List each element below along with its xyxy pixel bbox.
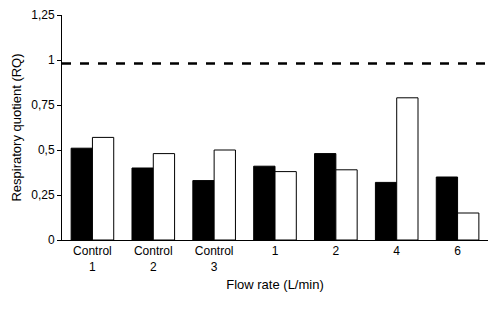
svg-text:Control2: Control2 xyxy=(134,244,173,274)
svg-text:1: 1 xyxy=(48,53,55,67)
svg-text:0: 0 xyxy=(48,233,55,247)
svg-text:1: 1 xyxy=(272,244,279,258)
svg-text:Control1: Control1 xyxy=(73,244,112,274)
svg-text:4: 4 xyxy=(393,244,400,258)
svg-text:0,25: 0,25 xyxy=(31,188,55,202)
svg-text:Control3: Control3 xyxy=(195,244,234,274)
svg-text:0,5: 0,5 xyxy=(38,143,55,157)
svg-text:6: 6 xyxy=(454,244,461,258)
svg-text:Respiratory quotient (RQ): Respiratory quotient (RQ) xyxy=(9,53,24,201)
svg-text:Flow rate (L/min): Flow rate (L/min) xyxy=(226,277,324,292)
svg-text:0,75: 0,75 xyxy=(31,98,55,112)
svg-text:1,25: 1,25 xyxy=(31,8,55,22)
svg-text:2: 2 xyxy=(333,244,340,258)
